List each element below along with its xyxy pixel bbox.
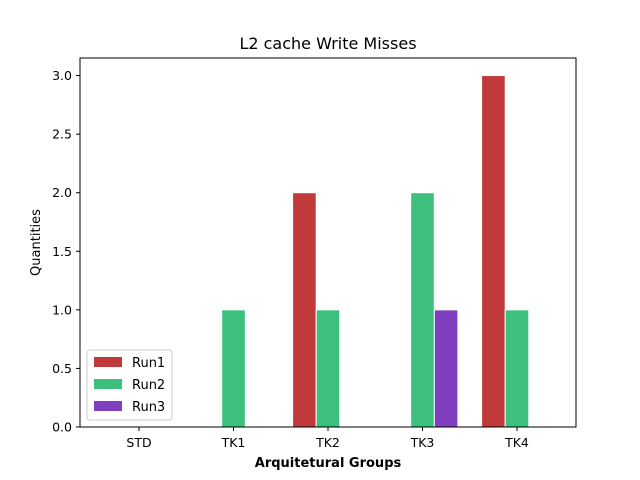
bar-run2-tk3 (410, 192, 435, 428)
legend-swatch-run3 (94, 401, 122, 411)
x-axis: STD TK1 TK2 TK3 TK4 (126, 427, 529, 450)
x-tick-label: TK4 (504, 435, 529, 450)
bar-run1-tk2 (292, 192, 317, 428)
legend-swatch-run1 (94, 357, 122, 367)
y-axis-label: Quantities (29, 209, 44, 276)
y-tick-label: 2.0 (52, 185, 72, 200)
x-tick-label: STD (126, 435, 151, 450)
chart-title: L2 cache Write Misses (239, 34, 416, 53)
bar-run2-tk1 (221, 309, 246, 428)
x-axis-label: Arquitetural Groups (255, 456, 402, 471)
y-tick-label: 3.0 (52, 68, 72, 83)
legend-swatch-run2 (94, 379, 122, 389)
y-tick-label: 1.0 (52, 302, 72, 317)
y-tick-label: 0.5 (52, 361, 72, 376)
legend-label-run3: Run3 (132, 400, 165, 415)
y-tick-label: 2.5 (52, 127, 72, 142)
bar-run1-tk4 (481, 75, 506, 428)
y-tick-label: 0.0 (52, 420, 72, 435)
bar-run2-tk4 (504, 309, 530, 428)
legend-label-run2: Run2 (132, 378, 165, 393)
bar-run3-tk3 (433, 309, 459, 428)
y-axis: 0.0 0.5 1.0 1.5 2.0 2.5 3.0 (52, 68, 80, 435)
legend-label-run1: Run1 (132, 356, 165, 371)
y-tick-label: 1.5 (52, 244, 72, 259)
x-tick-label: TK3 (410, 435, 435, 450)
bar-run2-tk2 (315, 309, 341, 428)
bars-layer (221, 75, 530, 428)
legend: Run1 Run2 Run3 (86, 349, 173, 421)
x-tick-label: TK1 (221, 435, 246, 450)
x-tick-label: TK2 (315, 435, 340, 450)
